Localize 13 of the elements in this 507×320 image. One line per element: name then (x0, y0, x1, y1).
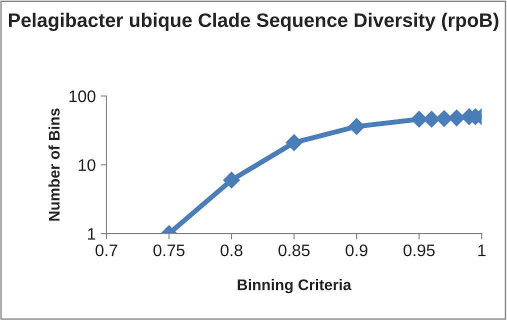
x-tick-label: 1 (478, 244, 486, 256)
x-tick-label: 0.75 (153, 244, 185, 256)
chart-title: Pelagibacter ubique Clade Sequence Diversity (rpoB) (8, 12, 498, 32)
x-tick-label: 0.85 (278, 244, 310, 256)
x-tick-label: 0.7 (96, 244, 118, 256)
x-tick-label: 0.8 (220, 244, 242, 256)
x-tick-label: 0.9 (346, 244, 368, 256)
x-tick-label: 0.95 (404, 244, 435, 256)
y-tick-label: 10 (78, 159, 96, 172)
y-axis-title: Number of Bins (48, 108, 60, 221)
y-tick-label: 100 (70, 90, 96, 102)
x-axis-title: Binning Criteria (238, 279, 352, 294)
y-tick-label: 1 (88, 228, 96, 240)
